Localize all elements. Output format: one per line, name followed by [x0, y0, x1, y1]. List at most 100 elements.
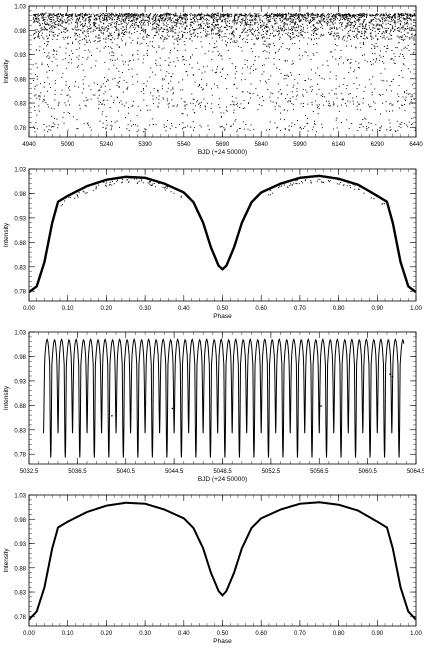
data-point — [161, 14, 163, 16]
data-point — [164, 18, 166, 20]
data-point — [185, 59, 187, 61]
data-point — [79, 36, 81, 38]
data-point — [39, 95, 41, 97]
data-point — [319, 179, 321, 181]
data-point — [127, 86, 129, 88]
data-point — [329, 18, 331, 20]
data-point — [103, 93, 105, 95]
data-point — [347, 24, 349, 26]
data-point — [285, 16, 287, 18]
data-point — [289, 20, 291, 22]
data-point — [135, 24, 137, 26]
data-point — [400, 104, 402, 106]
data-point — [385, 101, 387, 103]
data-point — [312, 28, 314, 30]
data-point — [395, 21, 397, 23]
data-point — [154, 22, 156, 24]
data-point — [74, 85, 76, 87]
data-point — [250, 48, 252, 50]
data-point — [303, 14, 305, 16]
data-point — [361, 28, 363, 30]
data-point — [373, 14, 375, 16]
data-point — [233, 40, 235, 42]
data-point — [191, 21, 193, 23]
data-point — [393, 59, 395, 61]
data-point — [191, 40, 193, 42]
data-point — [360, 36, 362, 38]
data-point — [117, 34, 119, 36]
data-point — [252, 63, 254, 65]
data-point — [38, 95, 40, 97]
y-tick-label: 0.83 — [14, 265, 26, 271]
data-point — [218, 27, 220, 29]
data-point — [376, 25, 378, 27]
data-point — [85, 39, 87, 41]
data-point — [127, 112, 129, 114]
data-point — [251, 28, 253, 30]
data-point — [205, 108, 207, 110]
data-point — [227, 21, 229, 23]
data-point — [205, 24, 207, 26]
data-point — [272, 101, 274, 103]
data-point — [164, 13, 166, 15]
data-point — [294, 22, 296, 24]
data-point — [219, 30, 221, 32]
data-point — [124, 18, 126, 20]
data-point — [283, 24, 285, 26]
data-point — [236, 87, 238, 89]
data-point — [178, 31, 180, 33]
data-point — [351, 123, 353, 124]
data-point — [224, 128, 226, 130]
data-point — [35, 94, 37, 96]
data-point — [207, 18, 209, 20]
data-point — [297, 24, 299, 26]
data-point — [411, 94, 413, 96]
data-point — [35, 20, 37, 22]
data-point — [349, 15, 351, 17]
data-point — [210, 15, 212, 17]
data-point — [111, 125, 113, 127]
data-point — [184, 18, 186, 20]
data-point — [38, 50, 40, 52]
data-point — [235, 13, 237, 15]
data-point — [95, 186, 97, 188]
data-point — [70, 14, 72, 16]
data-point — [167, 185, 169, 187]
data-point — [95, 188, 97, 190]
data-point — [259, 17, 261, 19]
data-point — [308, 37, 310, 39]
data-point — [42, 29, 44, 31]
data-point — [46, 64, 48, 66]
data-point — [49, 26, 51, 28]
data-point — [270, 190, 272, 192]
data-point — [381, 17, 383, 19]
data-point — [300, 32, 302, 34]
data-point — [204, 71, 206, 73]
data-point — [348, 34, 350, 36]
data-point — [403, 47, 405, 49]
data-point — [372, 14, 374, 16]
data-point — [44, 19, 46, 21]
data-point — [153, 14, 155, 16]
data-point — [201, 46, 203, 48]
data-point — [372, 52, 374, 54]
data-point — [400, 20, 402, 22]
data-point — [275, 51, 277, 53]
data-point — [67, 42, 69, 44]
data-point — [389, 85, 391, 87]
data-point — [103, 104, 105, 106]
data-point — [111, 48, 113, 50]
data-point — [146, 35, 148, 37]
data-point — [161, 31, 163, 33]
data-point — [379, 28, 381, 30]
data-point — [337, 179, 339, 181]
data-point — [164, 187, 166, 189]
data-point — [398, 41, 400, 43]
data-point — [279, 129, 281, 131]
data-point — [393, 62, 395, 64]
data-point — [36, 14, 38, 16]
data-point — [379, 113, 381, 115]
x-tick-label: 5036.5 — [68, 469, 87, 475]
data-point — [157, 25, 159, 27]
data-point — [262, 24, 264, 26]
